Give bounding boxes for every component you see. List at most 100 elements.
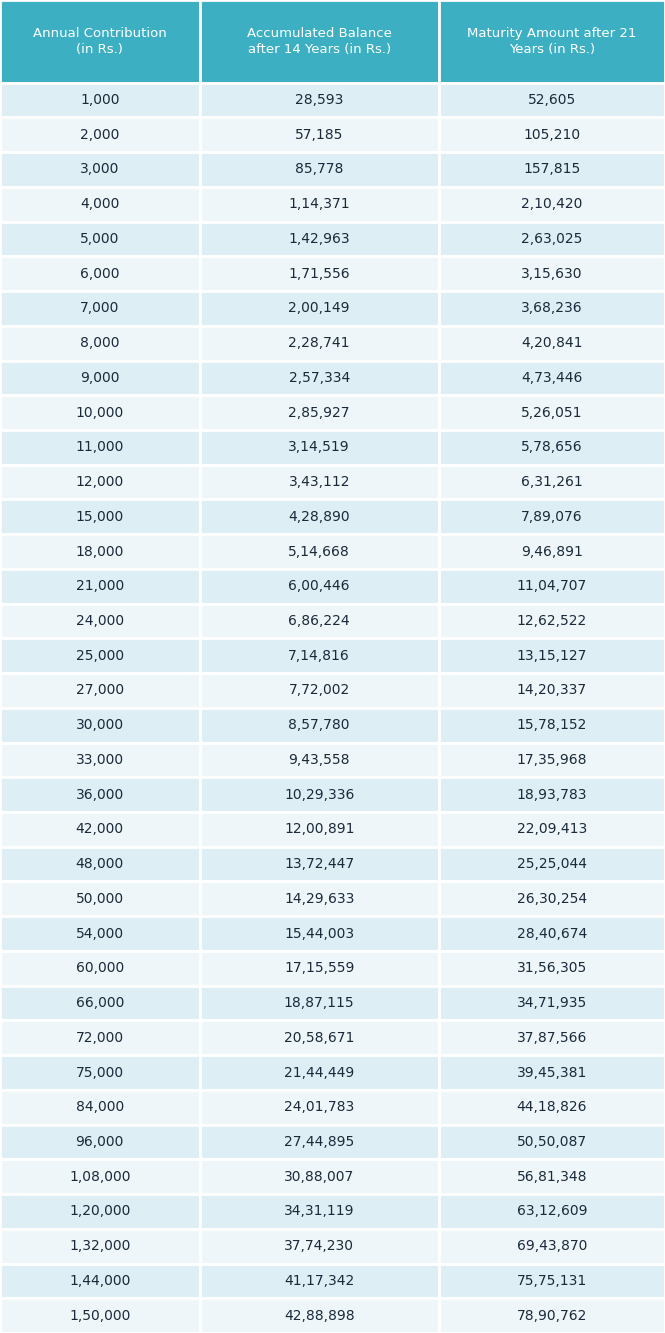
Bar	[439, 83, 665, 117]
Bar	[439, 673, 665, 708]
Text: 7,72,002: 7,72,002	[289, 684, 350, 697]
Bar	[0, 0, 200, 83]
Text: 52,605: 52,605	[528, 93, 576, 107]
Text: 1,08,000: 1,08,000	[69, 1169, 130, 1184]
Bar	[200, 395, 439, 431]
Text: 12,00,891: 12,00,891	[284, 822, 354, 836]
Text: 157,815: 157,815	[523, 163, 581, 176]
Bar	[439, 1056, 665, 1090]
Bar	[439, 187, 665, 221]
Bar	[200, 325, 439, 360]
Text: 6,00,446: 6,00,446	[289, 580, 350, 593]
Bar	[0, 1056, 200, 1090]
Bar	[0, 187, 200, 221]
Text: 21,000: 21,000	[76, 580, 124, 593]
Text: 6,31,261: 6,31,261	[521, 475, 583, 489]
Bar	[439, 881, 665, 916]
Text: 30,000: 30,000	[76, 718, 124, 732]
Bar	[200, 1194, 439, 1229]
Bar	[200, 465, 439, 500]
Bar	[439, 1194, 665, 1229]
Bar	[0, 1160, 200, 1194]
Text: 50,000: 50,000	[76, 892, 124, 906]
Bar	[200, 0, 439, 83]
Text: 21,44,449: 21,44,449	[284, 1065, 354, 1080]
Text: 3,000: 3,000	[80, 163, 120, 176]
Bar	[0, 221, 200, 256]
Text: 22,09,413: 22,09,413	[517, 822, 587, 836]
Bar	[0, 1021, 200, 1056]
Bar	[0, 152, 200, 187]
Text: 41,17,342: 41,17,342	[284, 1274, 354, 1288]
Bar	[200, 708, 439, 742]
Bar	[200, 1021, 439, 1056]
Text: 96,000: 96,000	[76, 1134, 124, 1149]
Text: 20,58,671: 20,58,671	[284, 1030, 354, 1045]
Bar	[0, 1194, 200, 1229]
Text: 25,000: 25,000	[76, 649, 124, 663]
Bar	[439, 742, 665, 777]
Bar	[439, 777, 665, 812]
Bar	[0, 325, 200, 360]
Bar	[439, 1090, 665, 1125]
Bar	[439, 950, 665, 985]
Text: 1,44,000: 1,44,000	[69, 1274, 130, 1288]
Text: 1,71,556: 1,71,556	[289, 267, 350, 281]
Text: 36,000: 36,000	[76, 788, 124, 801]
Text: 7,14,816: 7,14,816	[289, 649, 350, 663]
Bar	[200, 360, 439, 395]
Text: 13,72,447: 13,72,447	[284, 857, 354, 872]
Text: 10,29,336: 10,29,336	[284, 788, 354, 801]
Text: 72,000: 72,000	[76, 1030, 124, 1045]
Text: 17,15,559: 17,15,559	[284, 961, 354, 976]
Bar	[0, 777, 200, 812]
Text: 54,000: 54,000	[76, 926, 124, 941]
Bar	[200, 1264, 439, 1298]
Bar	[439, 325, 665, 360]
Bar	[0, 1090, 200, 1125]
Text: 6,86,224: 6,86,224	[289, 615, 350, 628]
Bar	[200, 1298, 439, 1333]
Text: 14,20,337: 14,20,337	[517, 684, 587, 697]
Bar	[439, 291, 665, 325]
Bar	[200, 431, 439, 465]
Bar	[0, 708, 200, 742]
Text: 78,90,762: 78,90,762	[517, 1309, 587, 1322]
Bar	[0, 812, 200, 846]
Text: 9,000: 9,000	[80, 371, 120, 385]
Bar	[0, 916, 200, 950]
Text: 33,000: 33,000	[76, 753, 124, 766]
Bar	[439, 639, 665, 673]
Bar	[200, 881, 439, 916]
Bar	[200, 291, 439, 325]
Bar	[200, 639, 439, 673]
Text: 105,210: 105,210	[523, 128, 581, 141]
Bar	[439, 604, 665, 639]
Bar	[439, 569, 665, 604]
Text: Annual Contribution
(in Rs.): Annual Contribution (in Rs.)	[33, 27, 167, 56]
Bar	[200, 256, 439, 291]
Bar	[439, 431, 665, 465]
Bar	[200, 985, 439, 1021]
Bar	[0, 881, 200, 916]
Text: 42,88,898: 42,88,898	[284, 1309, 354, 1322]
Text: 84,000: 84,000	[76, 1100, 124, 1114]
Bar	[439, 152, 665, 187]
Text: 66,000: 66,000	[76, 996, 124, 1010]
Text: 2,000: 2,000	[80, 128, 120, 141]
Text: 5,000: 5,000	[80, 232, 120, 247]
Bar	[200, 812, 439, 846]
Text: 3,14,519: 3,14,519	[289, 440, 350, 455]
Text: 7,89,076: 7,89,076	[521, 509, 583, 524]
Bar	[0, 360, 200, 395]
Text: 15,000: 15,000	[76, 509, 124, 524]
Text: 1,20,000: 1,20,000	[69, 1205, 130, 1218]
Text: 9,46,891: 9,46,891	[521, 544, 583, 559]
Text: 1,000: 1,000	[80, 93, 120, 107]
Text: 11,04,707: 11,04,707	[517, 580, 587, 593]
Bar	[200, 742, 439, 777]
Bar	[200, 221, 439, 256]
Bar	[0, 604, 200, 639]
Bar	[200, 1125, 439, 1160]
Text: 37,74,230: 37,74,230	[284, 1240, 354, 1253]
